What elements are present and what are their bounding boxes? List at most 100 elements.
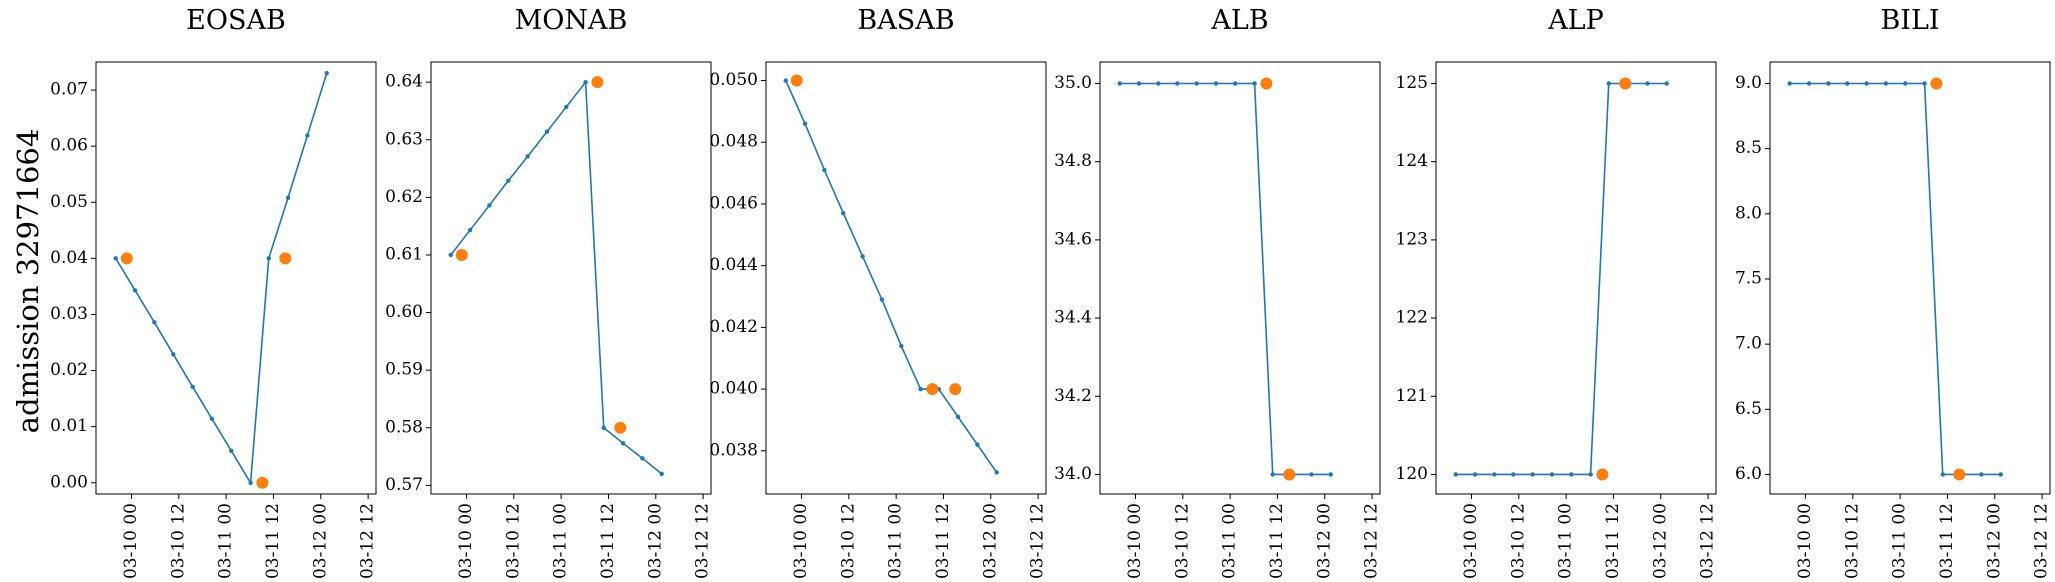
y-tick-label: 0.03	[50, 304, 88, 324]
y-tick-label: 34.2	[1054, 386, 1092, 406]
y-tick-label: 0.59	[385, 360, 423, 380]
scatter-point	[790, 74, 803, 87]
y-tick-label: 0.040	[709, 379, 758, 399]
line-point	[1864, 81, 1869, 86]
line-point	[1328, 472, 1333, 477]
line-point	[190, 384, 195, 390]
y-tick-label: 6.0	[1735, 464, 1762, 484]
line-point	[1903, 81, 1908, 86]
line-point	[1845, 81, 1850, 86]
line-point	[305, 133, 310, 138]
x-tick-label: 03-10 00	[1125, 503, 1145, 579]
x-tick-label: 03-11 00	[1890, 503, 1910, 579]
x-tick-label: 03-11 00	[551, 503, 571, 579]
x-tick-label: 03-10 12	[503, 503, 523, 579]
line-point	[1472, 472, 1478, 477]
y-tick-label: 7.0	[1735, 334, 1762, 354]
line-point	[1156, 81, 1161, 86]
y-tick-label: 0.04	[50, 248, 88, 268]
line-point	[1252, 81, 1257, 86]
series-line	[784, 80, 998, 473]
scatter-point	[256, 476, 269, 489]
x-tick-label: 03-11 00	[886, 503, 906, 579]
line-point	[1511, 472, 1516, 477]
line-point	[229, 448, 234, 453]
x-tick-label: 03-12 12	[2032, 503, 2052, 579]
line-point	[1883, 81, 1889, 86]
line-point	[1922, 81, 1927, 86]
y-tick-label: 120	[1396, 464, 1428, 484]
line-point	[860, 254, 865, 259]
panel-title: ALP	[1547, 5, 1604, 36]
line-point	[132, 288, 138, 293]
x-tick-label: 03-11 12	[598, 503, 618, 579]
y-tick-label: 0.07	[50, 80, 88, 100]
y-tick-label: 0.046	[709, 193, 758, 213]
line-point	[209, 416, 215, 422]
line-point	[975, 442, 980, 447]
line-point	[994, 470, 999, 475]
x-tick-label: 03-11 12	[1937, 503, 1957, 579]
y-tick-label: 6.5	[1735, 399, 1762, 419]
x-tick-label: 03-12 00	[1314, 503, 1334, 579]
panel-title: BASAB	[857, 5, 954, 36]
x-tick-label: 03-10 12	[1172, 503, 1192, 579]
line-point	[918, 386, 923, 392]
y-tick-label: 0.62	[385, 187, 423, 207]
x-tick-label: 03-10 00	[121, 503, 141, 579]
line-point	[324, 71, 329, 76]
line-point	[1492, 472, 1497, 477]
y-tick-label: 0.06	[50, 136, 88, 156]
y-tick-label: 9.0	[1735, 73, 1762, 93]
scatter-point	[926, 383, 939, 396]
y-tick-label: 0.60	[385, 302, 423, 322]
x-tick-label: 03-10 00	[791, 503, 811, 579]
line-point	[1453, 472, 1458, 477]
line-point	[1309, 472, 1314, 477]
y-tick-label: 7.5	[1735, 268, 1762, 288]
x-tick-label: 03-10 12	[1842, 503, 1862, 579]
series-line	[450, 79, 663, 475]
y-tick-label: 0.57	[385, 475, 423, 495]
axes-frame	[1099, 61, 1381, 495]
line-point	[1588, 472, 1593, 477]
x-tick-label: 03-11 00	[1220, 503, 1240, 579]
y-tick-label: 0.00	[50, 472, 88, 492]
line-point	[525, 154, 530, 159]
line-point	[1233, 81, 1238, 86]
y-tick-label: 123	[1396, 229, 1428, 249]
x-tick-label: 03-11 00	[1556, 503, 1576, 579]
line-point	[1549, 472, 1555, 477]
line-point	[955, 414, 961, 420]
x-tick-label: 03-10 00	[1461, 503, 1481, 579]
panel-bili: BILI 6.0 6.5 7.0 7.5 8.0 8.5 9.0 03-10 00 03-10 1…	[1735, 5, 2052, 579]
line-point	[487, 203, 492, 208]
line-point	[659, 471, 664, 477]
panel-basab: BASAB 0.038 0.040 0.042 0.044 0.046 0.048 0.050…	[709, 5, 1047, 579]
x-tick-label: 03-12 12	[1362, 503, 1382, 579]
series-line	[115, 72, 328, 486]
line-point	[841, 211, 846, 216]
y-tick-label: 35.0	[1054, 73, 1092, 93]
line-point	[802, 121, 808, 126]
y-tick-label: 8.0	[1735, 203, 1762, 223]
x-tick-label: 03-12 00	[1650, 503, 1670, 579]
line-point	[113, 256, 118, 261]
scatter-point	[949, 383, 962, 396]
line-point	[1826, 81, 1831, 86]
y-tick-label: 0.61	[385, 244, 423, 264]
x-tick-label: 03-12 00	[310, 503, 330, 579]
line-point	[640, 456, 645, 461]
y-tick-label: 122	[1396, 308, 1428, 328]
line-point	[171, 352, 176, 357]
line-point	[564, 104, 569, 110]
x-tick-label: 03-10 12	[168, 503, 188, 579]
line-point	[1806, 81, 1812, 86]
y-tick-label: 0.050	[709, 70, 758, 90]
series-line	[1119, 82, 1331, 476]
x-tick-label: 03-10 12	[838, 503, 858, 579]
x-tick-label: 03-12 12	[693, 503, 713, 579]
axes-frame	[95, 61, 377, 495]
y-tick-label: 0.044	[709, 255, 758, 275]
